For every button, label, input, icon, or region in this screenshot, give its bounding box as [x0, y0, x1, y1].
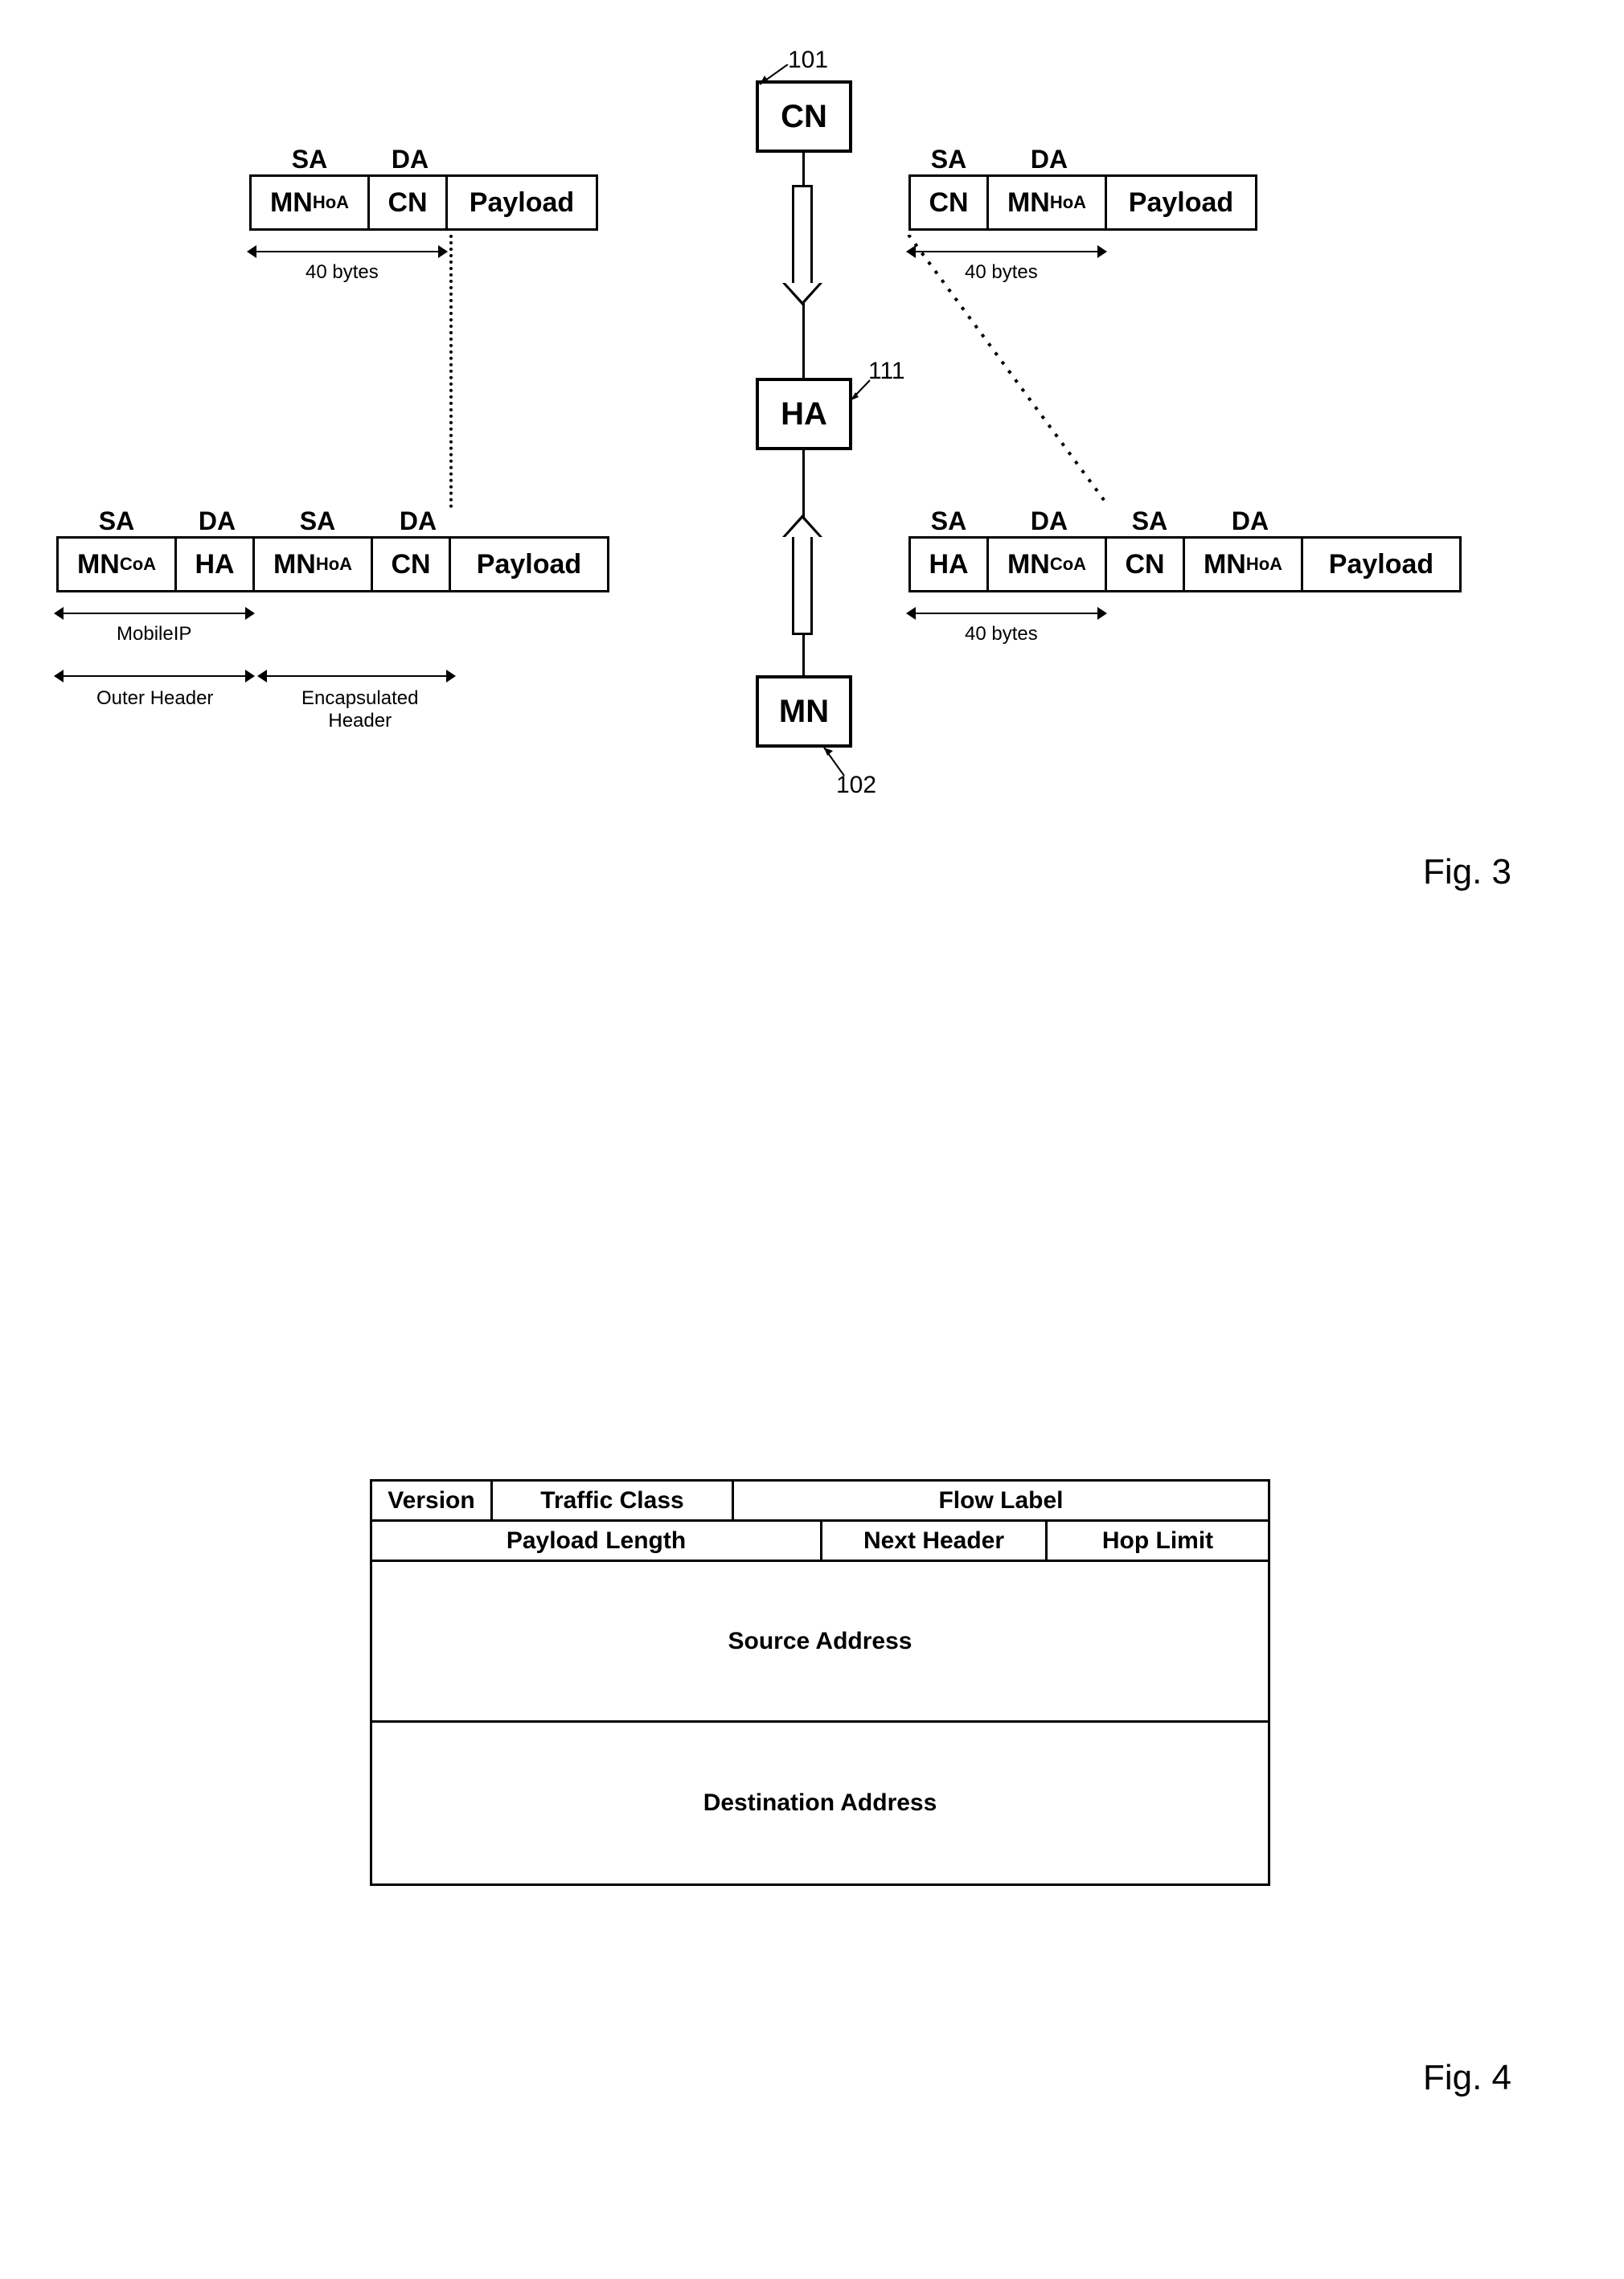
cell-hop: Hop Limit	[1048, 1522, 1268, 1562]
arrow-cn-to-ha	[782, 185, 822, 305]
cell-next: Next Header	[822, 1522, 1048, 1562]
cell-ur-payload: Payload	[1105, 174, 1257, 231]
cell-ur-sa: CN	[908, 174, 989, 231]
fig4-caption: Fig. 4	[1423, 2058, 1511, 2098]
dim-ul-label: 40 bytes	[306, 261, 379, 284]
dim-ll-outer-label: Outer Header	[96, 687, 213, 710]
hdr-ll-isa: SA	[300, 506, 335, 536]
hdr-lr-oda: DA	[1031, 506, 1068, 536]
ref-arrow-ha	[844, 378, 876, 410]
dim-ll-encap	[257, 667, 456, 687]
dotted-left	[449, 235, 453, 508]
packet-upper-left: SA DA MNHoA CN Payload	[249, 145, 598, 231]
cell-ul-da: CN	[367, 174, 448, 231]
node-ha-label: HA	[781, 396, 827, 432]
node-cn-label: CN	[781, 99, 827, 135]
cell-lr-oda: MNCoA	[986, 536, 1107, 592]
cell-lr-payload: Payload	[1301, 536, 1462, 592]
node-cn: CN	[756, 80, 852, 153]
cell-ll-isa: MNHoA	[252, 536, 373, 592]
dim-ll-outer	[54, 667, 255, 687]
node-ha: HA	[756, 378, 852, 450]
hdr-lr-isa: SA	[1132, 506, 1167, 536]
dim-ll1-label: MobileIP	[117, 623, 191, 646]
dim-ul	[247, 243, 448, 262]
ref-arrow-cn	[752, 64, 792, 88]
cell-ul-sa: MNHoA	[249, 174, 370, 231]
hdr-da: DA	[392, 145, 429, 174]
cell-ll-ida: CN	[371, 536, 451, 592]
cell-ul-payload: Payload	[445, 174, 598, 231]
arrow-mn-to-ha	[782, 514, 822, 635]
cell-version: Version	[372, 1482, 493, 1522]
dotted-right	[905, 235, 1114, 512]
cell-lr-osa: HA	[908, 536, 989, 592]
packet-lower-right: SA DA SA DA HA MNCoA CN MNHoA Payload	[908, 506, 1462, 592]
cell-ll-oda: HA	[174, 536, 255, 592]
hdr-lr-ida: DA	[1232, 506, 1269, 536]
dim-ll-encap-label: Encapsulated Header	[301, 687, 418, 732]
hdr-ll-oda: DA	[199, 506, 236, 536]
fig3-caption: Fig. 3	[1423, 852, 1511, 892]
packet-upper-right: SA DA CN MNHoA Payload	[908, 145, 1257, 231]
hdr-lr-osa: SA	[931, 506, 966, 536]
cell-lr-ida: MNHoA	[1183, 536, 1303, 592]
cell-dst: Destination Address	[372, 1723, 1268, 1883]
hdr-da-r: DA	[1031, 145, 1068, 174]
cell-tclass: Traffic Class	[493, 1482, 734, 1522]
node-mn: MN	[756, 675, 852, 748]
cell-flow: Flow Label	[734, 1482, 1268, 1522]
figure-3: CN 101 HA 111 MN 102 SA DA MNHoA CN Payl	[32, 32, 1592, 916]
hdr-ll-osa: SA	[99, 506, 134, 536]
cell-plen: Payload Length	[372, 1522, 822, 1562]
packet-lower-left: SA DA SA DA MNCoA HA MNHoA CN Payload	[56, 506, 609, 592]
dim-lr-label: 40 bytes	[965, 623, 1038, 646]
ref-cn: 101	[788, 47, 828, 74]
hdr-ll-ida: DA	[400, 506, 437, 536]
hdr-sa: SA	[292, 145, 327, 174]
cell-ll-osa: MNCoA	[56, 536, 177, 592]
dim-lr	[906, 605, 1107, 624]
node-mn-label: MN	[779, 694, 829, 730]
hdr-sa-r: SA	[931, 145, 966, 174]
figure-4: Version Traffic Class Flow Label Payload…	[32, 1479, 1592, 2203]
ipv6-header-table: Version Traffic Class Flow Label Payload…	[370, 1479, 1270, 1886]
dim-ll1	[54, 605, 255, 624]
cell-ur-da: MNHoA	[986, 174, 1107, 231]
cell-src: Source Address	[372, 1562, 1268, 1723]
cell-ll-payload: Payload	[449, 536, 609, 592]
ref-arrow-mn	[820, 740, 852, 780]
cell-lr-isa: CN	[1105, 536, 1185, 592]
